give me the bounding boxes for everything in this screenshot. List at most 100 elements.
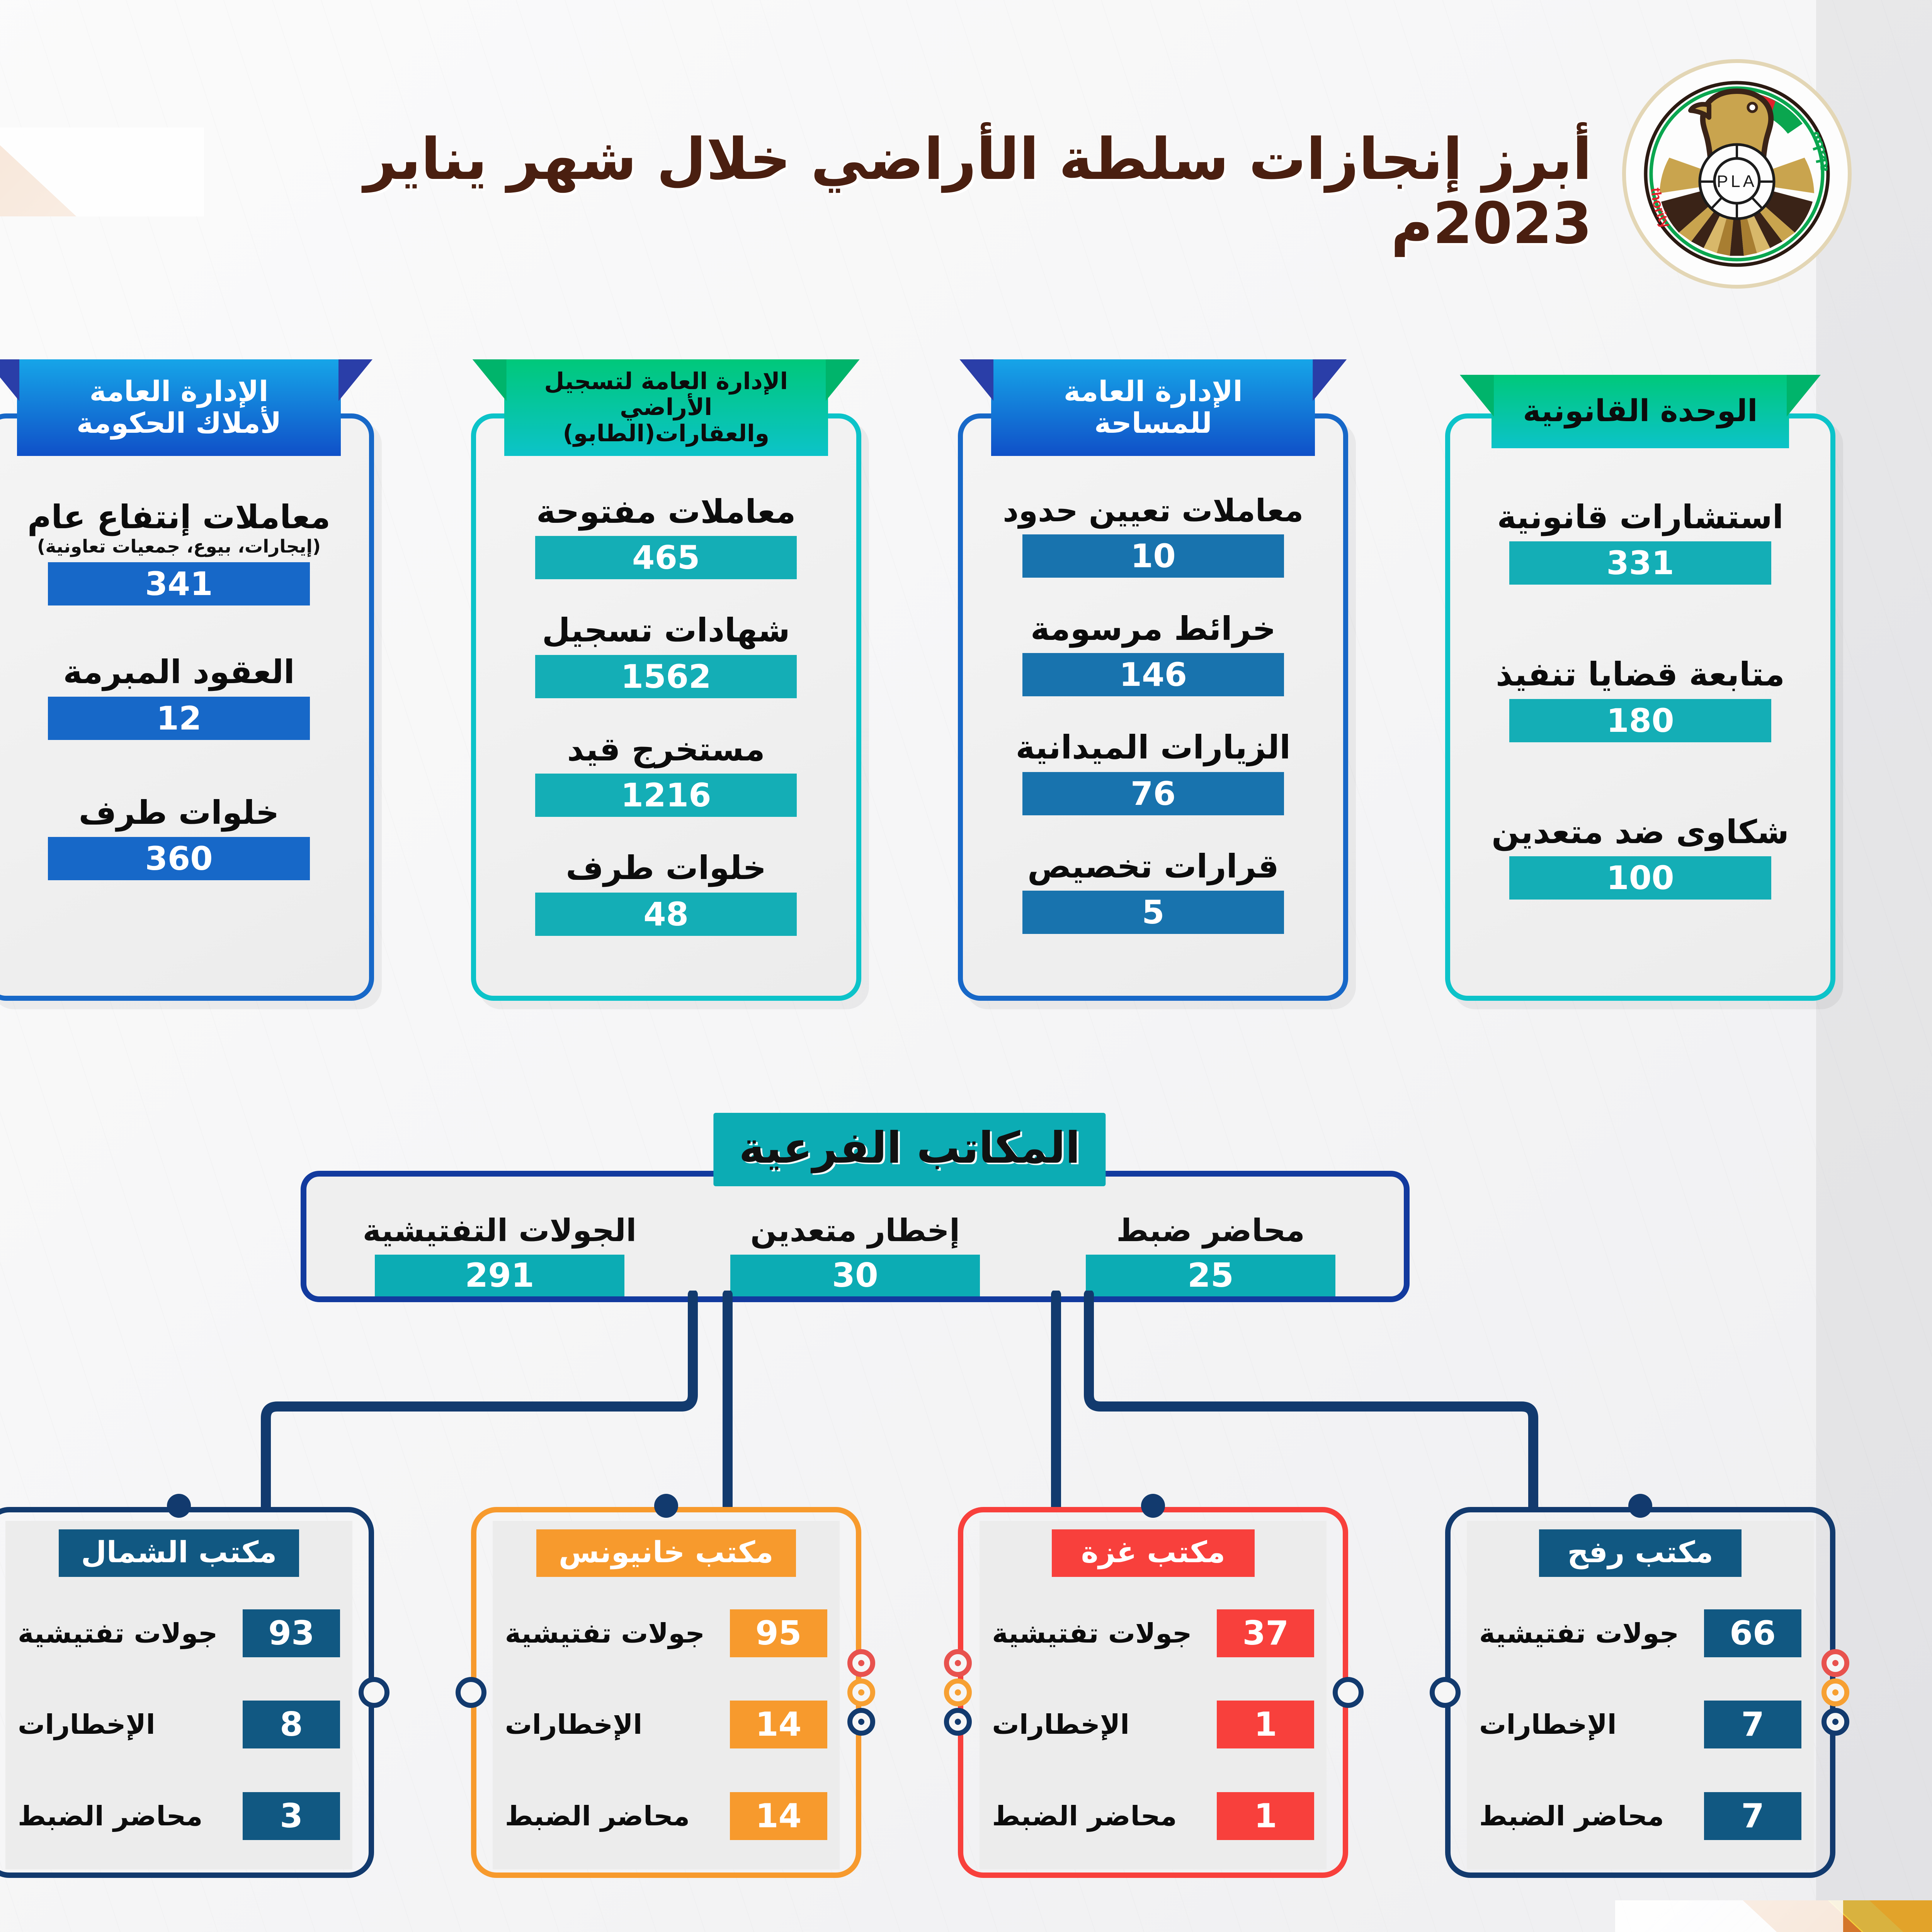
card-body: معاملات مفتوحة 465 شهادات تسجيل 1562 مست…	[486, 479, 846, 981]
office-metric-value: 93	[243, 1609, 340, 1658]
office-metric-row: الإخطارات 14	[503, 1679, 830, 1770]
departments-row: الإدارة العامة لأملاك الحكومة معاملات إن…	[0, 359, 1835, 1016]
metric-value: 100	[1509, 856, 1771, 900]
connector-dots	[944, 1649, 972, 1736]
offices-row: مكتب الشمال جولات تفتيشية 93 الإخطارات 8…	[0, 1494, 1849, 1893]
metric-row: معاملات تعيين حدود 10	[993, 493, 1313, 578]
office-metric-value: 7	[1704, 1792, 1801, 1840]
department-card-legal-unit: الوحدة القانونية استشارات قانونية 331 مت…	[1445, 375, 1835, 1001]
ribbon-tail-right	[338, 359, 373, 401]
office-metric-value: 95	[730, 1609, 827, 1658]
office-metric-row: الإخطارات 1	[990, 1679, 1316, 1770]
dept-header-line1: الإدارة العامة لتسجيل	[544, 368, 788, 395]
metric-label: مستخرج قيد	[567, 730, 765, 768]
ribbon-tail-right	[825, 359, 860, 401]
dot-orange	[944, 1679, 972, 1706]
card-header-ribbon: الإدارة العامة لتسجيل الأراضي والعقارات(…	[472, 359, 860, 456]
office-card-gaza: مكتب غزة جولات تفتيشية 37 الإخطارات 1 مح…	[944, 1494, 1364, 1878]
connector-node-hollow	[1430, 1677, 1461, 1708]
total-label: محاضر ضبط	[1116, 1213, 1305, 1248]
office-card-north: مكتب الشمال جولات تفتيشية 93 الإخطارات 8…	[0, 1494, 390, 1878]
office-metric-row: جولات تفتيشية 66	[1477, 1588, 1804, 1679]
office-metric-value: 1	[1217, 1701, 1315, 1749]
metric-row: خرائط مرسومة 146	[993, 609, 1313, 697]
sub-offices-totals-bar: الجولات التفتيشية 291 إخطار متعدين 30 مح…	[301, 1171, 1410, 1302]
card-header-ribbon: الإدارة العامة للمساحة	[959, 359, 1347, 456]
metric-label: العقود المبرمة	[63, 653, 295, 691]
office-metric-value: 66	[1704, 1609, 1801, 1658]
office-metric-value: 37	[1217, 1609, 1315, 1658]
total-label: إخطار متعدين	[750, 1213, 960, 1248]
metric-row: معاملات إنتفاع عام (إيجارات، بيوع، جمعيا…	[19, 498, 338, 606]
dot-red	[1821, 1649, 1849, 1677]
connector-node-top	[167, 1494, 191, 1518]
ribbon-tail-left	[959, 359, 994, 401]
office-metric-row: جولات تفتيشية 95	[503, 1588, 830, 1679]
pla-logo: PLA Palestinian Land Authority سلطة الأر…	[1613, 44, 1853, 290]
total-value: 25	[1086, 1255, 1335, 1296]
office-metric-row: محاضر الضبط 7	[1477, 1770, 1804, 1862]
dept-header-line2: الأراضي والعقارات(الطابو)	[563, 394, 769, 447]
metric-label: الزيارات الميدانية	[1015, 728, 1291, 767]
connector-node-top	[654, 1494, 678, 1518]
metric-label: معاملات تعيين حدود	[1003, 493, 1304, 529]
office-metric-row: محاضر الضبط 1	[990, 1770, 1316, 1862]
office-metric-row: الإخطارات 7	[1477, 1679, 1804, 1770]
metric-value: 360	[48, 837, 310, 880]
connector-dots	[1821, 1649, 1849, 1736]
card-header-ribbon: الوحدة القانونية	[1460, 375, 1821, 448]
page-title: أبرز إنجازات سلطة الأراضي خلال شهر يناير…	[364, 126, 1592, 257]
logo-abbr-text: PLA	[1717, 172, 1757, 191]
office-metric-label: الإخطارات	[18, 1709, 155, 1741]
metric-label: خلوات طرف	[566, 849, 767, 887]
ribbon-tail-right	[1313, 359, 1347, 401]
office-card-rafah: مكتب رفح جولات تفتيشية 66 الإخطارات 7 مح…	[1430, 1494, 1849, 1878]
metric-value: 180	[1509, 699, 1771, 742]
metric-value: 76	[1022, 772, 1284, 815]
ribbon-tail-left	[472, 359, 507, 401]
dot-blue	[1821, 1708, 1849, 1736]
metric-sublabel: (إيجارات، بيوع، جمعيات تعاونية)	[37, 536, 321, 558]
sub-offices-section-title: المكاتب الفرعية	[713, 1113, 1106, 1186]
metric-row: استشارات قانونية 331	[1481, 498, 1800, 585]
dot-orange	[847, 1679, 875, 1706]
dot-blue	[847, 1708, 875, 1736]
connector-node-hollow	[455, 1677, 486, 1708]
metric-label: معاملات مفتوحة	[536, 493, 796, 531]
office-metric-label: الإخطارات	[1479, 1709, 1617, 1741]
office-card-khan-younis: مكتب خانيونس جولات تفتيشية 95 الإخطارات …	[455, 1494, 875, 1878]
metric-value: 1216	[535, 774, 797, 817]
office-body: مكتب غزة جولات تفتيشية 37 الإخطارات 1 مح…	[980, 1521, 1327, 1869]
dot-red	[847, 1649, 875, 1677]
office-name: مكتب رفح	[1539, 1529, 1742, 1577]
total-cell: الجولات التفتيشية 291	[340, 1213, 660, 1296]
office-metric-label: جولات تفتيشية	[992, 1617, 1192, 1650]
connector-node-top	[1628, 1494, 1652, 1518]
office-metric-label: الإخطارات	[505, 1709, 643, 1741]
office-metric-row: جولات تفتيشية 93	[15, 1588, 342, 1679]
total-value: 30	[730, 1255, 980, 1296]
metric-label: خرائط مرسومة	[1030, 609, 1276, 648]
department-card-land-registration: الإدارة العامة لتسجيل الأراضي والعقارات(…	[471, 359, 861, 1001]
department-card-government-property: الإدارة العامة لأملاك الحكومة معاملات إن…	[0, 359, 374, 1001]
office-metric-row: جولات تفتيشية 37	[990, 1588, 1316, 1679]
ribbon-tail-right	[1787, 375, 1821, 417]
dot-red	[944, 1649, 972, 1677]
office-metric-value: 8	[243, 1701, 340, 1749]
dept-header-line1: الإدارة العامة	[1063, 375, 1243, 408]
office-name: مكتب الشمال	[58, 1529, 299, 1577]
office-metric-label: جولات تفتيشية	[1479, 1617, 1679, 1650]
ribbon-tail-left	[0, 359, 20, 401]
office-metric-row: الإخطارات 8	[15, 1679, 342, 1770]
metric-row: خلوات طرف 48	[507, 849, 826, 936]
department-card-survey: الإدارة العامة للمساحة معاملات تعيين حدو…	[958, 359, 1349, 1001]
metric-value: 341	[48, 562, 310, 606]
metric-row: العقود المبرمة 12	[19, 653, 338, 740]
office-body: مكتب خانيونس جولات تفتيشية 95 الإخطارات …	[492, 1521, 840, 1869]
total-value: 291	[375, 1255, 624, 1296]
office-metric-row: محاضر الضبط 3	[15, 1770, 342, 1862]
connector-node-top	[1141, 1494, 1165, 1518]
connector-node-hollow	[1333, 1677, 1364, 1708]
card-body: معاملات تعيين حدود 10 خرائط مرسومة 146 ا…	[973, 479, 1333, 981]
dot-blue	[944, 1708, 972, 1736]
